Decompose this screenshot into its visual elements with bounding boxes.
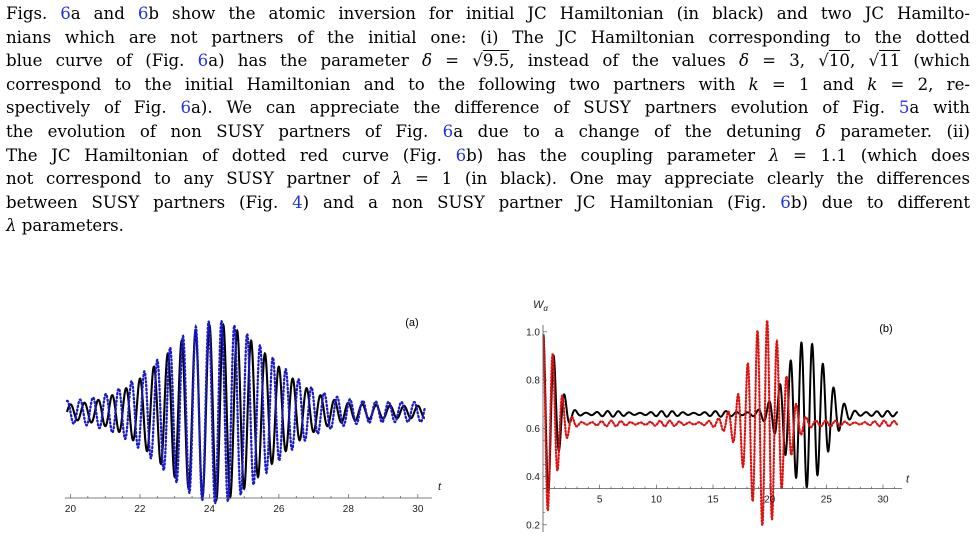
math-symbol: k	[748, 74, 759, 94]
paragraph-line: correspond to the initial Hamiltonian an…	[6, 73, 970, 97]
paragraph-line: Figs. 6a and 6b show the atomic inversio…	[6, 2, 970, 26]
x-tick-label: 25	[821, 495, 833, 506]
x-axis-label: t	[438, 481, 442, 493]
paragraph-text: nians which are not partners of the init…	[6, 27, 970, 47]
paragraph-text: a and	[70, 4, 138, 23]
y-tick-label: 0.2	[526, 520, 540, 531]
paragraph-text: = √	[431, 51, 483, 71]
math-symbol: δ	[738, 51, 749, 71]
paragraph-text: The JC Hamiltonian of dotted red curve (…	[6, 145, 456, 165]
paragraph-text: a due to a change of the detuning	[453, 121, 816, 141]
math-symbol: k	[867, 74, 878, 94]
panel-label: (b)	[879, 323, 892, 335]
paragraph-text: Figs.	[6, 4, 61, 23]
paragraph-text: = 1.1 (which does	[779, 145, 970, 165]
x-tick-label: 24	[204, 504, 216, 515]
math-symbol: δ	[421, 51, 432, 71]
figure-reference-link[interactable]: 6	[180, 98, 192, 118]
paragraph-text: , instead of the values	[509, 51, 739, 71]
x-tick-label: 10	[651, 495, 663, 506]
paragraph-line: between SUSY partners (Fig. 4) and a non…	[6, 191, 970, 215]
sqrt-radicand: 10	[828, 51, 850, 71]
paragraph-line: The JC Hamiltonian of dotted red curve (…	[6, 144, 970, 168]
math-symbol: λ	[6, 216, 17, 236]
body-paragraph: Figs. 6a and 6b show the atomic inversio…	[6, 2, 970, 238]
paragraph-text: correspond to the initial Hamiltonian an…	[6, 74, 749, 94]
paragraph-text: parameters.	[16, 216, 124, 236]
math-symbol: λ	[391, 169, 403, 189]
figure-reference-link[interactable]: 6	[442, 121, 454, 141]
paragraph-text: spectively of Fig.	[6, 98, 181, 118]
paragraph-line: nians which are not partners of the init…	[6, 26, 970, 50]
paragraph-text: the evolution of non SUSY partners of Fi…	[6, 121, 443, 141]
paragraph-text: between SUSY partners (Fig.	[6, 192, 293, 212]
paragraph-text: not correspond to any SUSY partner of	[6, 169, 392, 189]
paragraph-text: a). We can appreciate the difference of …	[191, 98, 899, 118]
paragraph-text: = 1 and	[758, 74, 868, 94]
paragraph-text: blue curve of (Fig.	[6, 51, 198, 71]
paragraph-text: = 2, re-	[877, 74, 970, 94]
paragraph-text: b) due to different	[790, 192, 971, 212]
paragraph-text: b) has the coupling parameter	[466, 145, 769, 165]
paragraph-text: ) and a non SUSY partner JC Hamiltonian …	[302, 192, 781, 212]
paragraph-text: = 1 (in black). One may appreciate clear…	[402, 169, 970, 189]
figure-reference-link[interactable]: 6	[780, 192, 791, 212]
y-tick-label: 0.8	[526, 376, 540, 387]
series-line-1	[65, 318, 426, 507]
paragraph-line: the evolution of non SUSY partners of Fi…	[6, 120, 970, 144]
x-axis-label: t	[906, 474, 910, 486]
figure-reference-link[interactable]: 6	[197, 51, 209, 71]
x-tick-label: 5	[597, 495, 603, 506]
figure-reference-link[interactable]: 6	[60, 4, 71, 23]
y-tick-label: 1.0	[526, 327, 540, 338]
figure-reference-link[interactable]: 6	[137, 4, 149, 23]
paragraph-line: λ parameters.	[6, 214, 970, 238]
x-tick-label: 30	[412, 504, 424, 515]
figure-6a-plot: 20 22 24 26 28 30 t (a)	[65, 317, 442, 515]
paragraph-line: blue curve of (Fig. 6a) has the paramete…	[6, 49, 970, 73]
paragraph-text: a) has the parameter	[208, 51, 422, 71]
y-tick-label: 0.6	[526, 424, 540, 435]
series-line-0	[542, 334, 899, 493]
figure-reference-link[interactable]: 4	[292, 192, 303, 212]
x-tick-label: 20	[65, 504, 77, 515]
paragraph-line: not correspond to any SUSY partner of λ …	[6, 167, 970, 191]
paragraph-text: a with	[909, 98, 970, 118]
panel-label: (a)	[405, 317, 418, 329]
series-line-1	[542, 317, 899, 529]
x-tick-label: 30	[877, 495, 889, 506]
figure-reference-link[interactable]: 5	[898, 98, 910, 118]
y-tick-label: 0.4	[526, 472, 540, 483]
x-tick-label: 28	[343, 504, 355, 515]
paragraph-text: (which	[900, 51, 970, 71]
paragraph-text: , √	[849, 51, 880, 71]
x-tick-label: 22	[134, 504, 146, 515]
x-tick-label: 15	[707, 495, 719, 506]
y-axis-label: Wα	[533, 299, 548, 313]
paragraph-line: spectively of Fig. 6a). We can appreciat…	[6, 96, 970, 120]
paragraph-text: = 3, √	[748, 51, 829, 71]
math-symbol: δ	[815, 121, 826, 141]
paragraph-text: parameter. (ii)	[825, 121, 971, 141]
sqrt-radicand: 11	[879, 51, 901, 71]
figure-6b-plot: 0.2 0.4 0.6 0.8 1.0 5 10 15 20 25 30 t Wα (b)	[526, 299, 910, 532]
figure-reference-link[interactable]: 6	[455, 145, 467, 165]
paragraph-text: b show the atomic inversion for initial …	[148, 4, 970, 23]
sqrt-radicand: 9.5	[482, 51, 510, 71]
x-tick-label: 26	[273, 504, 285, 515]
math-symbol: λ	[768, 145, 780, 165]
x-tick-label: 20	[764, 495, 776, 506]
